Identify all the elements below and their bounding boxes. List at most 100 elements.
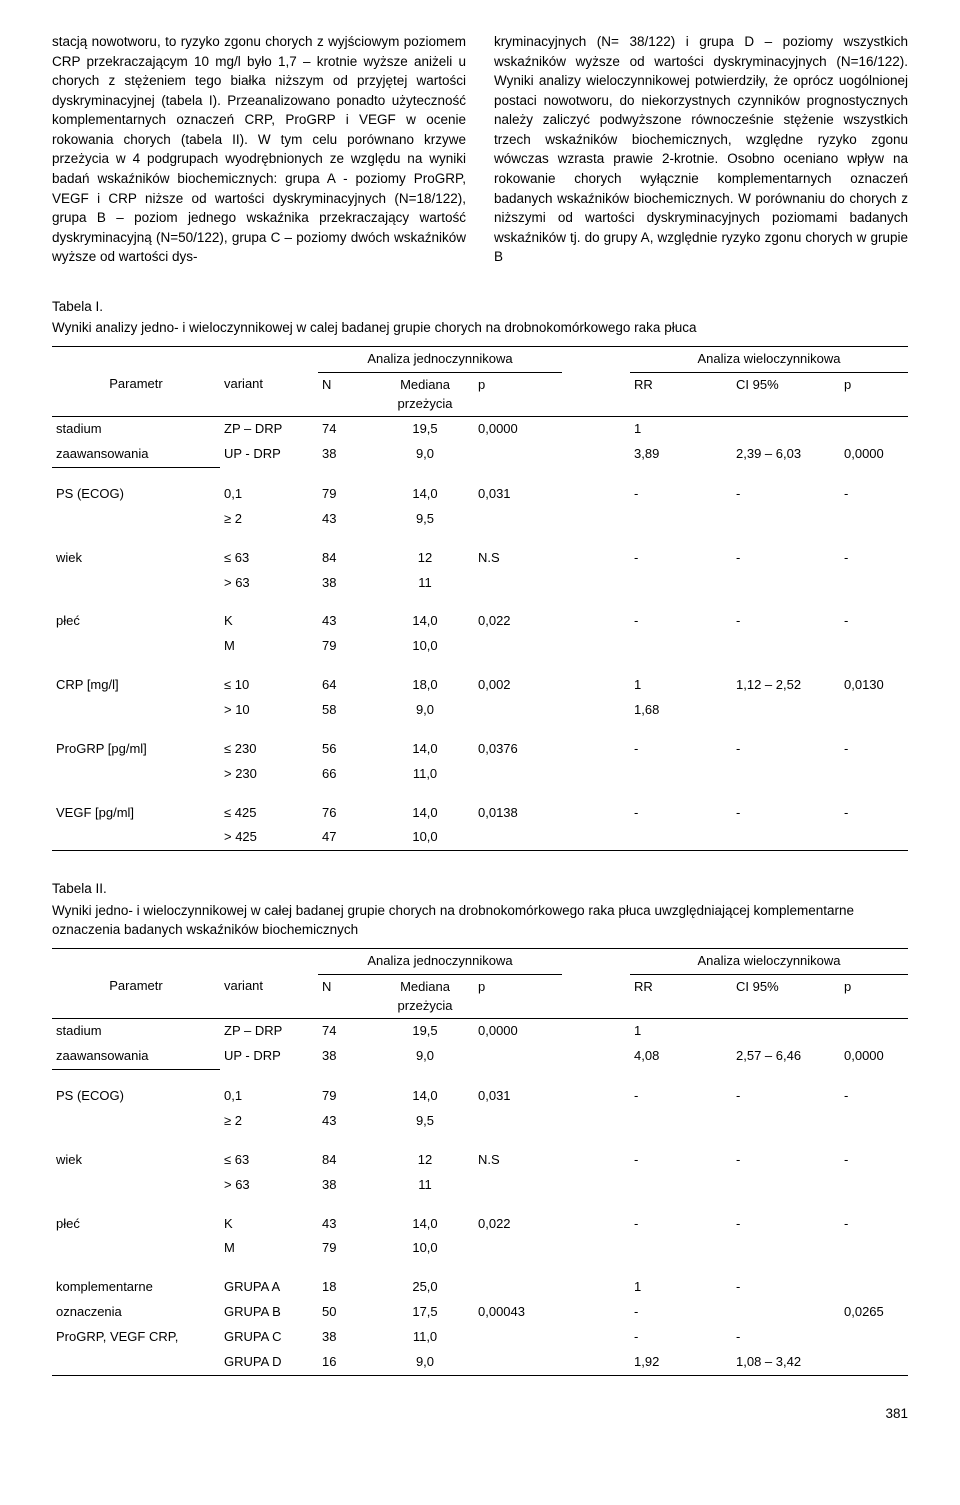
cell	[474, 825, 562, 850]
table-row: zaawansowaniaUP - DRP389,03,892,39 – 6,0…	[52, 442, 908, 467]
cell: > 10	[220, 698, 318, 723]
t1-h-p2: p	[840, 372, 908, 417]
cell: -	[840, 801, 908, 826]
left-column: stacją nowotworu, to ryzyko zgonu choryc…	[52, 32, 466, 267]
cell	[562, 698, 630, 723]
cell	[474, 634, 562, 659]
cell: 79	[318, 634, 376, 659]
cell	[562, 801, 630, 826]
t1-h-med1: Mediana	[400, 377, 450, 392]
cell	[562, 1325, 630, 1350]
cell	[562, 546, 630, 571]
cell: -	[840, 1148, 908, 1173]
cell: 16	[318, 1350, 376, 1375]
cell: 11	[376, 1173, 474, 1198]
cell: -	[630, 546, 732, 571]
cell: 3,89	[630, 442, 732, 467]
cell: ProGRP, VEGF CRP,	[52, 1325, 220, 1350]
cell: -	[840, 1212, 908, 1237]
cell: 56	[318, 737, 376, 762]
cell	[732, 1236, 840, 1261]
cell	[52, 1173, 220, 1198]
cell: 38	[318, 442, 376, 467]
cell	[562, 673, 630, 698]
cell: 2,39 – 6,03	[732, 442, 840, 467]
cell	[840, 825, 908, 850]
cell	[840, 698, 908, 723]
cell	[474, 698, 562, 723]
t2-h-p: p	[474, 974, 562, 1019]
cell	[562, 609, 630, 634]
table-row: wiek≤ 638412N.S---	[52, 546, 908, 571]
cell: N.S	[474, 1148, 562, 1173]
cell: 14,0	[376, 482, 474, 507]
cell	[732, 1173, 840, 1198]
table-row: ≥ 2439,5	[52, 1109, 908, 1134]
cell	[474, 1109, 562, 1134]
t1-h-single: Analiza jednoczynnikowa	[318, 346, 562, 372]
cell: 4,08	[630, 1044, 732, 1069]
cell	[474, 1325, 562, 1350]
cell	[840, 1325, 908, 1350]
table-row: VEGF [pg/ml]≤ 4257614,00,0138---	[52, 801, 908, 826]
cell	[474, 1350, 562, 1375]
cell: 1	[630, 673, 732, 698]
t1-header-row: Parametr variant N Mediana przeżycia p R…	[52, 372, 908, 417]
t2-h-single: Analiza jednoczynnikowa	[318, 948, 562, 974]
cell: 10,0	[376, 634, 474, 659]
t2-h-med2: przeżycia	[398, 998, 453, 1013]
cell: ≤ 425	[220, 801, 318, 826]
cell	[474, 1236, 562, 1261]
cell	[52, 571, 220, 596]
cell: 43	[318, 507, 376, 532]
cell: 1	[630, 1019, 732, 1044]
cell	[732, 507, 840, 532]
cell: UP - DRP	[220, 1044, 318, 1069]
cell: -	[732, 1212, 840, 1237]
cell	[52, 825, 220, 850]
cell: 18	[318, 1275, 376, 1300]
table-row: CRP [mg/l]≤ 106418,00,00211,12 – 2,520,0…	[52, 673, 908, 698]
cell: 9,5	[376, 1109, 474, 1134]
table-row: PS (ECOG)0,17914,00,031---	[52, 482, 908, 507]
cell: -	[840, 546, 908, 571]
cell: 9,0	[376, 442, 474, 467]
cell	[732, 825, 840, 850]
table-row: M7910,0	[52, 634, 908, 659]
cell	[732, 698, 840, 723]
cell: 1	[630, 417, 732, 442]
t1-h-med: Mediana przeżycia	[376, 372, 474, 417]
cell	[474, 1173, 562, 1198]
cell: 14,0	[376, 737, 474, 762]
cell	[630, 1109, 732, 1134]
table-row: płećK4314,00,022---	[52, 1212, 908, 1237]
cell	[630, 1236, 732, 1261]
cell	[840, 507, 908, 532]
cell: 10,0	[376, 825, 474, 850]
spacer-row	[52, 1261, 908, 1275]
cell	[840, 634, 908, 659]
table-row: > 633811	[52, 1173, 908, 1198]
cell	[562, 571, 630, 596]
spacer-row	[52, 1198, 908, 1212]
cell: -	[732, 1084, 840, 1109]
body-columns: stacją nowotworu, to ryzyko zgonu choryc…	[52, 32, 908, 267]
cell: CRP [mg/l]	[52, 673, 220, 698]
cell: PS (ECOG)	[52, 1084, 220, 1109]
spacer-row	[52, 659, 908, 673]
cell: -	[630, 1300, 732, 1325]
cell: 10,0	[376, 1236, 474, 1261]
t2-h-p2: p	[840, 974, 908, 1019]
cell: 43	[318, 1109, 376, 1134]
t1-caption: Tabela I.	[52, 297, 908, 317]
cell: -	[630, 1084, 732, 1109]
cell: -	[732, 801, 840, 826]
table-row: > 10589,01,68	[52, 698, 908, 723]
spacer-row	[52, 468, 908, 483]
table-row: PS (ECOG)0,17914,00,031---	[52, 1084, 908, 1109]
cell: GRUPA C	[220, 1325, 318, 1350]
cell: 14,0	[376, 1212, 474, 1237]
spacer-row	[52, 1134, 908, 1148]
cell: 9,0	[376, 698, 474, 723]
cell	[840, 1275, 908, 1300]
